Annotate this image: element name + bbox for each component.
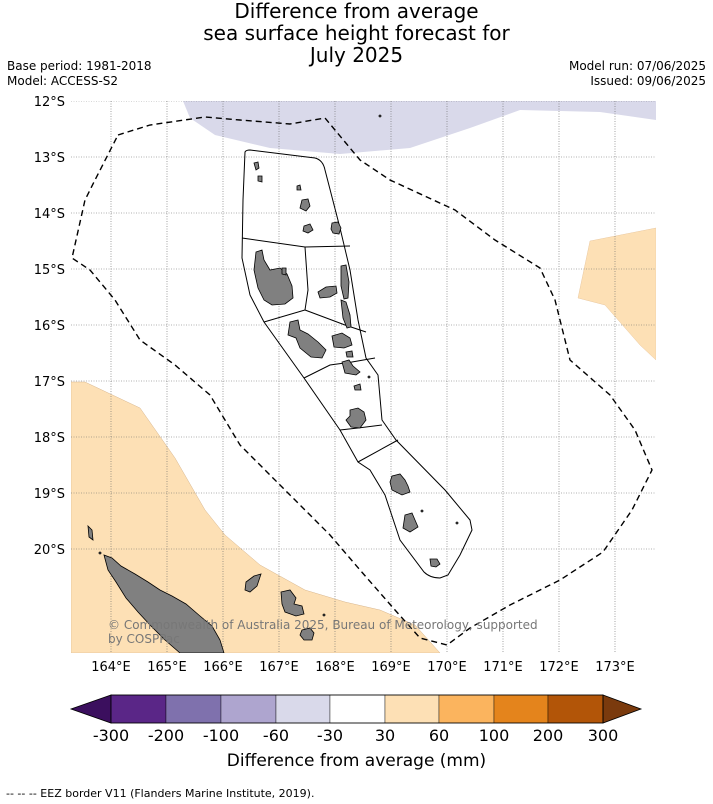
colorbar-tick-label: -30 bbox=[317, 726, 343, 745]
colorbar-segment bbox=[384, 694, 440, 724]
lat-label: 15°S bbox=[34, 263, 65, 278]
title-line-2: sea surface height forecast for bbox=[203, 21, 510, 45]
lat-label: 12°S bbox=[34, 95, 65, 110]
lat-label: 20°S bbox=[34, 543, 65, 558]
colorbar-tick-label: 30 bbox=[375, 726, 395, 745]
colorbar-extend-low bbox=[69, 694, 112, 724]
base-period: Base period: 1981-2018 bbox=[7, 59, 152, 73]
copyright-line-1: © Commonwealth of Australia 2025, Bureau… bbox=[108, 618, 538, 632]
meta-left: Base period: 1981-2018 Model: ACCESS-S2 bbox=[7, 59, 152, 89]
colorbar-ticks: -300 -200 -100 -60 -30 30 60 100 200 300 bbox=[93, 726, 618, 745]
colorbar-extend-high bbox=[602, 694, 643, 724]
positive-anomaly-region-southwest bbox=[71, 381, 441, 653]
lat-label: 14°S bbox=[34, 207, 65, 222]
colorbar-title: Difference from average (mm) bbox=[226, 751, 487, 771]
copyright-line-2: by COSPPac bbox=[108, 632, 180, 646]
lon-label: 169°E bbox=[371, 660, 411, 675]
lat-label: 19°S bbox=[34, 487, 65, 502]
model-name: Model: ACCESS-S2 bbox=[7, 74, 119, 88]
colorbar bbox=[69, 694, 643, 724]
colorbar-tick-label: -300 bbox=[93, 726, 129, 745]
colorbar-outline bbox=[110, 694, 604, 724]
colorbar-tick-label: 200 bbox=[533, 726, 564, 745]
colorbar-segment bbox=[329, 694, 386, 724]
lat-label: 13°S bbox=[34, 151, 65, 166]
positive-anomaly-region-east bbox=[577, 227, 656, 361]
islands-new-caledonia bbox=[87, 524, 326, 653]
eez-legend-footer: -- -- -- EEZ border V11 (Flanders Marine… bbox=[6, 787, 315, 800]
lat-label: 18°S bbox=[34, 431, 65, 446]
colorbar-segment bbox=[110, 694, 167, 724]
colorbar-tick-label: 60 bbox=[429, 726, 449, 745]
lat-label: 17°S bbox=[34, 375, 65, 390]
map-area bbox=[71, 101, 656, 653]
lon-label: 170°E bbox=[427, 660, 467, 675]
colorbar-segment bbox=[220, 694, 277, 724]
model-run: Model run: 07/06/2025 bbox=[568, 59, 706, 73]
latitude-labels: 12°S 13°S 14°S 15°S 16°S 17°S 18°S 19°S … bbox=[34, 95, 65, 558]
meta-right: Model run: 07/06/2025 Issued: 09/06/2025 bbox=[569, 59, 706, 89]
lon-label: 171°E bbox=[483, 660, 523, 675]
colorbar-tick-label: 100 bbox=[479, 726, 510, 745]
longitude-labels: 164°E 165°E 166°E 167°E 168°E 169°E 170°… bbox=[91, 660, 635, 675]
lon-label: 167°E bbox=[259, 660, 299, 675]
lon-label: 173°E bbox=[595, 660, 635, 675]
colorbar-segment bbox=[165, 694, 222, 724]
negative-anomaly-region bbox=[183, 101, 656, 154]
colorbar-tick-label: -200 bbox=[148, 726, 184, 745]
lat-label: 16°S bbox=[34, 319, 65, 334]
lon-label: 172°E bbox=[539, 660, 579, 675]
province-boundaries bbox=[241, 149, 473, 579]
map-title: Difference from average sea surface heig… bbox=[0, 0, 713, 66]
colorbar-segment bbox=[438, 694, 495, 724]
lon-label: 166°E bbox=[203, 660, 243, 675]
colorbar-tick-label: 300 bbox=[588, 726, 619, 745]
colorbar-tick-label: -60 bbox=[263, 726, 289, 745]
eez-border bbox=[71, 116, 653, 646]
lon-label: 164°E bbox=[91, 660, 131, 675]
title-line-1: Difference from average bbox=[234, 0, 479, 23]
colorbar-segment bbox=[547, 694, 604, 724]
colorbar-tick-label: -100 bbox=[203, 726, 239, 745]
lon-label: 165°E bbox=[147, 660, 187, 675]
gridlines bbox=[71, 101, 656, 653]
islands-vanuatu bbox=[253, 114, 459, 568]
colorbar-segment bbox=[275, 694, 331, 724]
lon-label: 168°E bbox=[315, 660, 355, 675]
issued-date: Issued: 09/06/2025 bbox=[590, 74, 706, 88]
colorbar-segment bbox=[493, 694, 549, 724]
title-line-3: July 2025 bbox=[309, 43, 404, 67]
